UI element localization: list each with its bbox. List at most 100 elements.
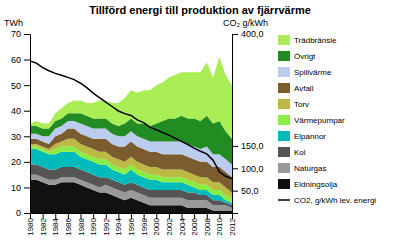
area [30, 57, 232, 139]
legend-label: Eldningsolja [294, 180, 338, 189]
tick-label: 0 [16, 208, 21, 218]
tick-label: 40 [11, 106, 21, 116]
legend-symbol [278, 131, 290, 141]
legend-item: Värmepumpar [278, 115, 345, 125]
title: Tillförd energi till produktion av fjärr… [89, 4, 311, 16]
tick: 50 [11, 81, 30, 91]
tick: 1988 [77, 213, 86, 236]
tick-label: 2010 [215, 217, 224, 235]
y-axis: 010203040506070 [11, 29, 31, 218]
legend-symbol [278, 115, 290, 125]
chart: 1980198219841986198819901992199419961998… [0, 0, 400, 240]
legend-item: Eldningsolja [278, 179, 338, 189]
tick: 60 [11, 55, 30, 65]
legend-item: Elpannor [278, 131, 326, 141]
tick-label: 2008 [203, 217, 212, 235]
legend-label: CO2, g/kWh lev. energi [294, 196, 376, 205]
legend-label: Torv [294, 100, 309, 109]
tick: 2012 [228, 213, 237, 236]
tick: 1994 [114, 213, 123, 236]
legend-label: Naturgas [294, 164, 326, 173]
legend-item: Naturgas [278, 163, 326, 173]
legend: Trädbränsle Övrigt Spillvärme Avfall Torv Vär… [278, 35, 376, 205]
tick-label: 50,0 [241, 186, 259, 196]
axis-line [233, 35, 239, 214]
tick: 2000 [152, 213, 161, 236]
tick: 400,0 [232, 29, 264, 39]
legend-symbol [278, 179, 290, 189]
legend-symbol [278, 51, 290, 61]
tick-label: 70 [11, 29, 21, 39]
tick: 50,0 [232, 186, 259, 196]
tick-mark [24, 111, 30, 112]
tick: 1986 [64, 213, 73, 236]
legend-label: Kol [294, 148, 306, 157]
legend-item: Avfall [278, 83, 314, 93]
legend-label: Övrigt [294, 52, 316, 61]
legend-symbol [278, 147, 290, 157]
tick-label: 50 [11, 81, 21, 91]
tick: 1996 [127, 213, 136, 236]
plot: 1980198219841986198819901992199419961998… [11, 29, 264, 235]
legend-symbol [278, 83, 290, 93]
tick: 1984 [51, 213, 60, 236]
tick: 1980 [26, 213, 35, 236]
tick-mark [24, 213, 30, 214]
legend-symbol [278, 199, 290, 201]
legend-item: Övrigt [278, 51, 316, 61]
legend-symbol [278, 163, 290, 173]
tick: 1998 [140, 213, 149, 236]
tick-label: 60 [11, 55, 21, 65]
tick-mark [24, 85, 30, 86]
tick-label: 1990 [89, 217, 98, 235]
tick: 30 [11, 132, 30, 142]
legend-label: Elpannor [294, 132, 326, 141]
legend-item: Torv [278, 99, 309, 109]
tick: 150,0 [232, 141, 264, 151]
tick-label: 1986 [64, 217, 73, 235]
tick-mark [24, 187, 30, 188]
tick-label: 150,0 [241, 141, 264, 151]
legend-symbol [278, 35, 290, 45]
tick: 70 [11, 29, 30, 39]
tick: 2004 [178, 213, 187, 236]
tick-mark [232, 191, 238, 192]
tick-label: 2000 [152, 217, 161, 235]
legend-item: Trädbränsle [278, 35, 337, 45]
tick-label: 1984 [51, 217, 60, 235]
legend-label: Avfall [294, 84, 314, 93]
tick: 20 [11, 157, 30, 167]
tick-label: 1994 [114, 217, 123, 235]
tick-label: 2006 [190, 217, 199, 235]
tick-mark [24, 162, 30, 163]
tick-label: 400,0 [241, 29, 264, 39]
tick: 40 [11, 106, 30, 116]
tick: 2010 [215, 213, 224, 236]
tick: 2002 [165, 213, 174, 236]
tick-mark [232, 146, 238, 147]
tick-label: 20 [11, 157, 21, 167]
legend-label: Spillvärme [294, 68, 332, 77]
area [30, 113, 232, 164]
tick: 1990 [89, 213, 98, 236]
y2-axis-label: CO₂ g/kWh [223, 18, 268, 28]
tick-label: 1992 [102, 217, 111, 235]
legend-item: Kol [278, 147, 306, 157]
tick-mark [232, 168, 238, 169]
tick: 100,0 [232, 164, 264, 174]
tick: 2006 [190, 213, 199, 236]
tick: 1982 [39, 213, 48, 236]
line [30, 61, 232, 179]
tick-label: 100,0 [241, 164, 264, 174]
tick-mark [24, 136, 30, 137]
x-axis: 1980198219841986198819901992199419961998… [26, 213, 237, 236]
tick-label: 1982 [39, 217, 48, 235]
legend-label: Värmepumpar [294, 116, 345, 125]
legend-label: Trädbränsle [294, 36, 337, 45]
legend-item: CO2, g/kWh lev. energi [278, 196, 376, 205]
tick-mark [24, 60, 30, 61]
tick-label: 1980 [26, 217, 35, 235]
tick-label: 2012 [228, 217, 237, 235]
tick: 2008 [203, 213, 212, 236]
tick: 1992 [102, 213, 111, 236]
